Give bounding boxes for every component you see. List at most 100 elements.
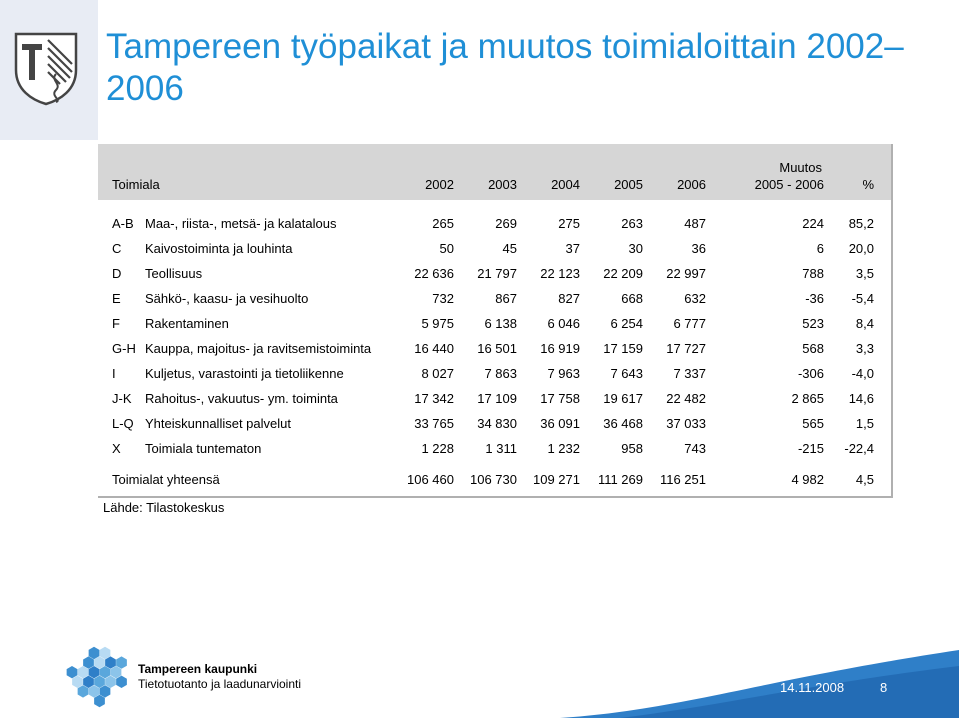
row-name: Kaivostoiminta ja louhinta — [145, 241, 293, 256]
logo-hexagon — [110, 666, 122, 679]
logo-hexagon — [99, 646, 111, 660]
page-number: 8 — [880, 680, 888, 695]
row-code: L-Q — [112, 416, 134, 431]
row-change: -306 — [797, 366, 824, 381]
row-value: 17 109 — [477, 391, 517, 406]
row-name: Maa-, riista-, metsä- ja kalatalous — [145, 216, 337, 231]
row-code: X — [112, 441, 121, 456]
table-header: Toimiala 2002 2003 2004 2005 2006 Muutos… — [98, 144, 891, 200]
row-value: 21 797 — [477, 266, 517, 281]
logo-hexagon — [99, 666, 111, 679]
row-name: Rahoitus-, vakuutus- ym. toiminta — [145, 391, 338, 406]
header-change-period: 2005 - 2006 — [754, 177, 824, 192]
row-percent: 3,5 — [855, 266, 874, 281]
total-value: 109 271 — [533, 472, 580, 487]
row-percent: -4,0 — [851, 366, 874, 381]
row-change: 565 — [802, 416, 824, 431]
row-code: G-H — [112, 341, 136, 356]
row-value: 22 123 — [540, 266, 580, 281]
row-value: 269 — [495, 216, 517, 231]
logo-hexagon — [88, 666, 100, 679]
row-name: Yhteiskunnalliset palvelut — [145, 416, 291, 431]
row-value: 958 — [621, 441, 643, 456]
total-change: 4 982 — [791, 472, 824, 487]
row-percent: 14,6 — [848, 391, 874, 406]
header-year: 2002 — [425, 177, 454, 192]
total-value: 106 460 — [407, 472, 454, 487]
row-code: C — [112, 241, 122, 256]
row-change: 224 — [802, 216, 824, 231]
header-year: 2006 — [677, 177, 706, 192]
total-label: Toimialat yhteensä — [112, 472, 220, 487]
row-value: 1 228 — [421, 441, 454, 456]
total-value: 116 251 — [659, 472, 706, 487]
row-change: -215 — [797, 441, 824, 456]
logo-hexagon — [83, 656, 94, 669]
row-percent: -5,4 — [851, 291, 874, 306]
row-value: 7 643 — [610, 366, 643, 381]
row-value: 6 046 — [547, 316, 580, 331]
row-value: 487 — [684, 216, 706, 231]
row-name: Teollisuus — [145, 266, 203, 281]
footer-date: 14.11.2008 — [780, 680, 845, 695]
logo-hexagon — [83, 675, 94, 688]
row-value: 36 — [691, 241, 706, 256]
row-value: 17 342 — [414, 391, 454, 406]
row-value: 8 027 — [421, 366, 454, 381]
header-year: 2004 — [551, 177, 580, 192]
table-row: I Kuljetus, varastointi ja tietoliikenne 8… — [98, 364, 891, 384]
row-change: 2 865 — [791, 391, 824, 406]
table-row: X Toimiala tuntematon 1 228 1 311 1 232 958 74… — [98, 439, 891, 459]
row-value: 743 — [684, 441, 706, 456]
row-value: 5 975 — [421, 316, 454, 331]
row-value: 37 033 — [666, 416, 706, 431]
logo-hexagon — [94, 656, 105, 669]
row-value: 275 — [558, 216, 580, 231]
header-percent: % — [862, 177, 874, 192]
row-percent: 3,3 — [855, 341, 874, 356]
row-value: 6 777 — [673, 316, 706, 331]
row-percent: 8,4 — [855, 316, 874, 331]
page-title: Tampereen työpaikat ja muutos toimialoit… — [106, 27, 904, 108]
row-name: Rakentaminen — [145, 316, 229, 331]
total-percent: 4,5 — [855, 472, 874, 487]
header-change: Muutos — [779, 160, 822, 175]
row-value: 17 159 — [603, 341, 643, 356]
row-code: I — [112, 366, 116, 381]
row-value: 22 482 — [666, 391, 706, 406]
row-code: A-B — [112, 216, 134, 231]
row-code: D — [112, 266, 122, 281]
row-value: 50 — [439, 241, 454, 256]
logo-hexagon — [94, 675, 105, 688]
table-row: A-B Maa-, riista-, metsä- ja kalatalous 26… — [98, 214, 891, 234]
row-change: 568 — [802, 341, 824, 356]
header-year: 2005 — [614, 177, 643, 192]
row-change: 788 — [802, 266, 824, 281]
logo-hexagon — [99, 685, 111, 698]
logo-hexagon — [72, 675, 83, 688]
row-value: 33 765 — [414, 416, 454, 431]
row-code: J-K — [112, 391, 132, 406]
table-row: G-H Kauppa, majoitus- ja ravitsemistoimin… — [98, 339, 891, 359]
source-note: Lähde: Tilastokeskus — [103, 500, 225, 515]
row-change: -36 — [805, 291, 824, 306]
row-value: 7 863 — [484, 366, 517, 381]
row-value: 36 091 — [540, 416, 580, 431]
table-row: L-Q Yhteiskunnalliset palvelut 33 765 34 83… — [98, 414, 891, 434]
logo-hexagon — [88, 685, 100, 698]
row-value: 16 501 — [477, 341, 517, 356]
row-percent: -22,4 — [844, 441, 874, 456]
row-name: Kuljetus, varastointi ja tietoliikenne — [145, 366, 344, 381]
logo-hexagon — [105, 675, 116, 688]
tampere-hexagon-logo-icon — [66, 646, 127, 708]
row-value: 37 — [565, 241, 580, 256]
row-percent: 1,5 — [855, 416, 874, 431]
data-table: Toimiala 2002 2003 2004 2005 2006 Muutos… — [98, 144, 893, 498]
row-value: 732 — [432, 291, 454, 306]
table-row: E Sähkö-, kaasu- ja vesihuolto 732 867 827 66… — [98, 289, 891, 309]
row-percent: 85,2 — [848, 216, 874, 231]
row-value: 16 919 — [540, 341, 580, 356]
logo-hexagon — [116, 675, 127, 688]
logo-hexagon — [105, 656, 116, 669]
row-value: 632 — [684, 291, 706, 306]
